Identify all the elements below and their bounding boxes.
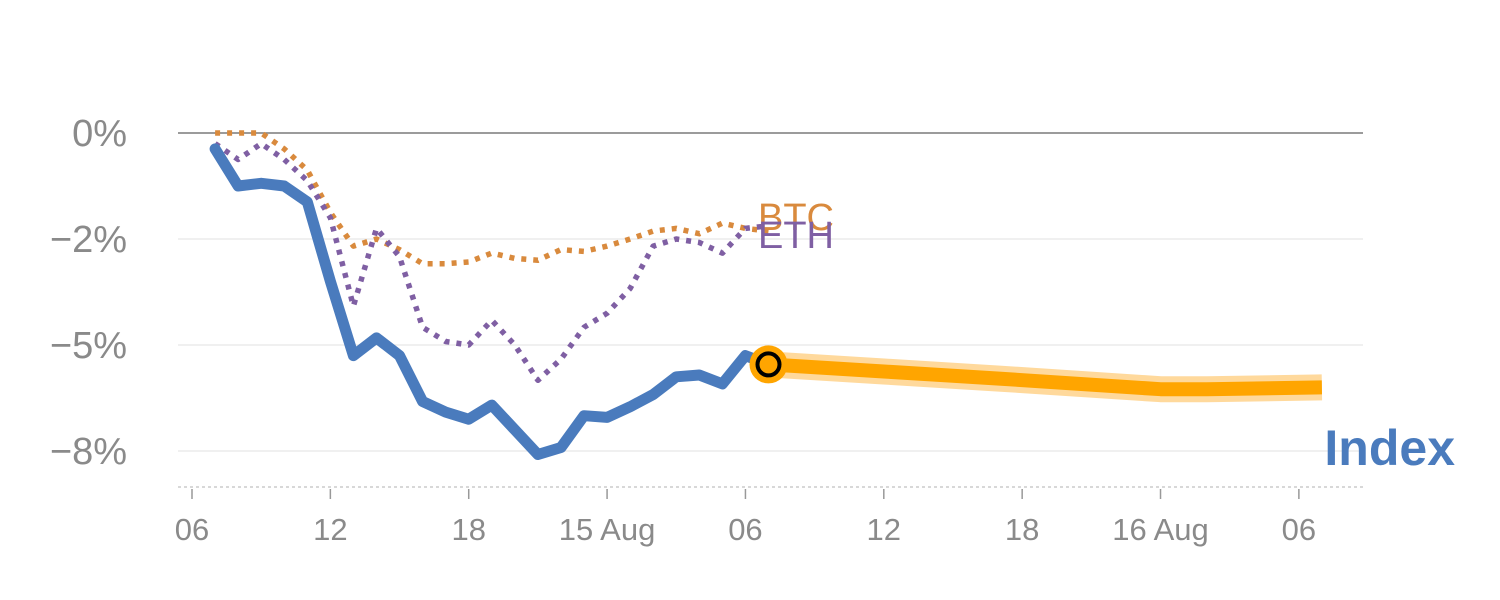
eth-label: ETH [758, 215, 834, 257]
y-axis: 0% −2% −5% −8% [50, 113, 127, 473]
y-tick-label: −2% [50, 219, 127, 261]
x-tick-label: 12 [313, 512, 347, 547]
y-tick-label: −5% [50, 325, 127, 367]
x-tick-label: 16 Aug [1112, 512, 1209, 547]
x-tick-label: 15 Aug [559, 512, 656, 547]
x-tick-label: 18 [1005, 512, 1039, 547]
index-line [209, 143, 774, 460]
x-axis: 06 12 18 15 Aug 06 12 18 16 Aug 06 [175, 486, 1363, 547]
current-point-marker [755, 351, 782, 378]
series-layer [209, 130, 1323, 460]
label-layer: BTC ETH Index [758, 197, 1455, 476]
projection-line [768, 357, 1323, 397]
index-label: Index [1324, 420, 1455, 476]
btc-label: BTC [758, 197, 834, 239]
x-tick-label: 06 [1282, 512, 1316, 547]
x-tick-label: 06 [175, 512, 209, 547]
marker-layer [749, 345, 788, 384]
eth-line [213, 140, 769, 384]
x-tick-label: 06 [728, 512, 762, 547]
y-tick-label: −8% [50, 431, 127, 473]
x-tick-label: 12 [867, 512, 901, 547]
x-tick-label: 18 [451, 512, 485, 547]
btc-line [215, 130, 769, 267]
y-tick-label: 0% [72, 113, 127, 155]
